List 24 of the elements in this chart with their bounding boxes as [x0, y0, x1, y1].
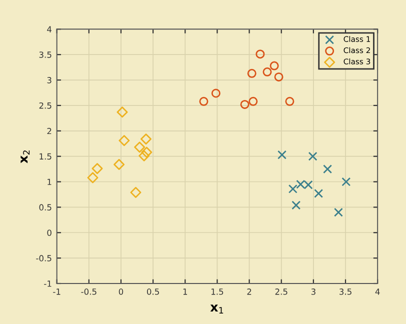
- x-tick-label: 1: [183, 288, 188, 295]
- x-tick-label: -1: [53, 288, 60, 295]
- y-tick-label: 2: [47, 128, 52, 134]
- x-axis-title: x$_{1}$: [210, 304, 224, 314]
- x-tick-label: 0.5: [146, 288, 159, 295]
- y-tick-label: -1: [44, 280, 52, 287]
- y-tick-label: 4: [47, 26, 52, 32]
- y-tick-label: 3: [47, 77, 52, 84]
- x-tick-label: -0.5: [81, 288, 96, 295]
- x-tick-label: 3.5: [340, 288, 352, 295]
- x-tick-label: 2.5: [275, 288, 288, 295]
- x-tick-label: 3: [311, 288, 316, 295]
- x-tick-label: 1.5: [212, 288, 224, 295]
- y-tick-label: 0.5: [39, 204, 52, 210]
- y-tick-label: 1.5: [40, 153, 52, 160]
- y-tick-label: -0.5: [36, 255, 52, 262]
- y-tick-label: 0: [47, 230, 52, 236]
- y-tick-label: 3.5: [39, 52, 52, 58]
- x-tick-label: 2: [247, 288, 252, 295]
- x-tick-label: 0: [118, 288, 124, 295]
- y-tick-label: 2.5: [39, 102, 52, 109]
- y-axis-title: x$_{2}$: [20, 150, 30, 164]
- x-tick-label: 4: [375, 288, 380, 295]
- y-tick-label: 1: [48, 178, 52, 185]
